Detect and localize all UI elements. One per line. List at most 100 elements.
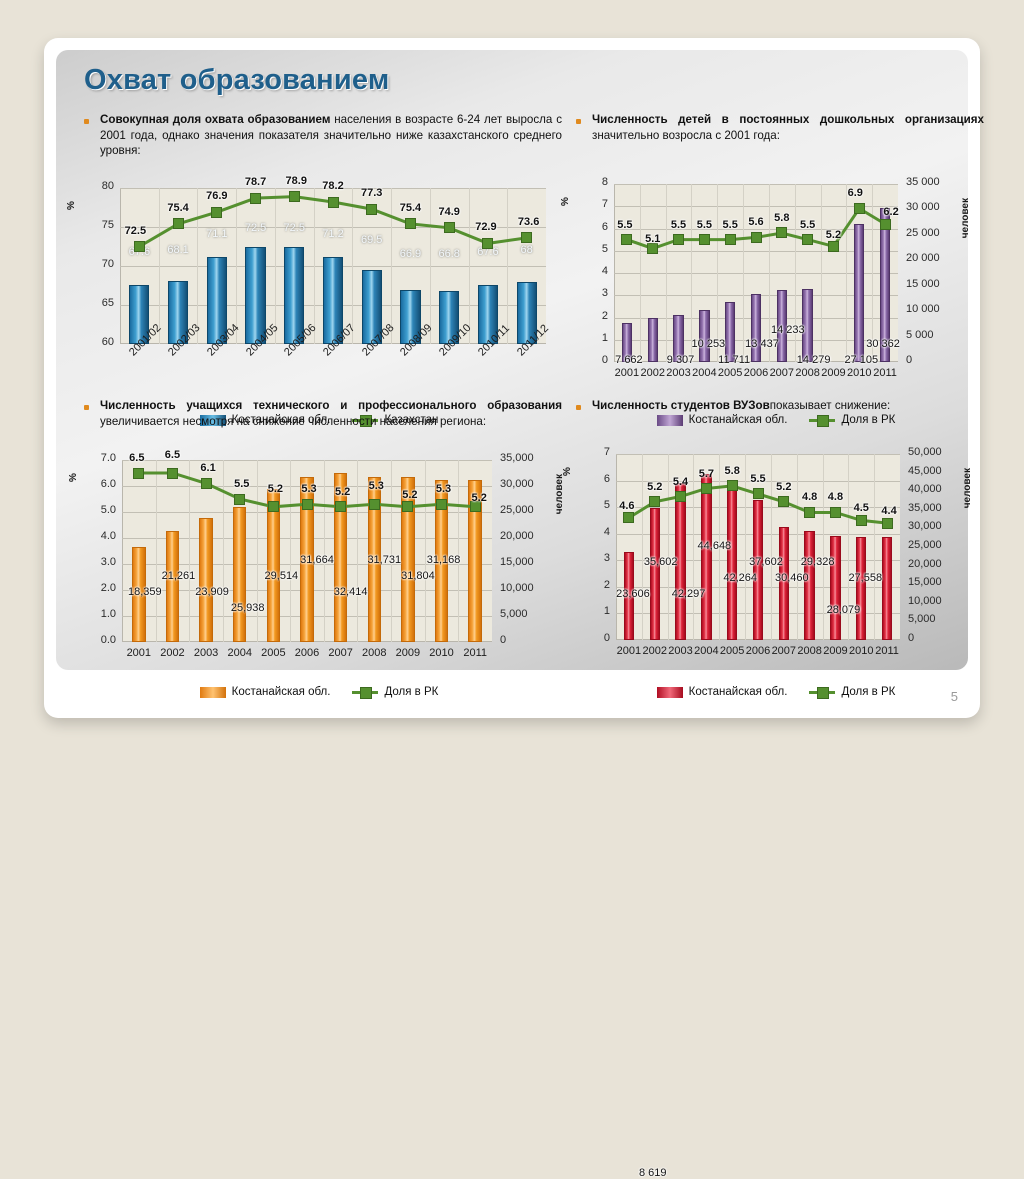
- line-point[interactable]: [404, 218, 416, 230]
- bar[interactable]: [168, 280, 189, 344]
- chart-legend: Костанайская обл. Казахстан: [74, 414, 564, 427]
- line-point[interactable]: [335, 501, 347, 513]
- line-point[interactable]: [133, 241, 145, 252]
- line-point[interactable]: [700, 483, 712, 495]
- bar[interactable]: [477, 284, 498, 344]
- y-axis-right-tick: 5,000: [500, 608, 528, 620]
- bar[interactable]: [439, 290, 460, 344]
- bar[interactable]: [854, 224, 865, 362]
- chart-tvet[interactable]: 0.0 1.0 2.0 3.0 4.0 5.0 6.0 7.0% 0 5,000 10,000 15,…: [68, 446, 565, 702]
- line-point[interactable]: [724, 234, 736, 246]
- line-point[interactable]: [698, 234, 710, 246]
- chart-preschool[interactable]: 0 1 2 3 4 5 6 7 8% 0 5 000 10 000 15 000 20 000 25 000…: [560, 168, 976, 1179]
- line-point[interactable]: [881, 517, 893, 529]
- line-point[interactable]: [829, 506, 841, 518]
- bar[interactable]: [778, 526, 789, 640]
- line-point[interactable]: [436, 498, 448, 510]
- line-point[interactable]: [804, 506, 816, 518]
- legend-item-line[interactable]: Доля в РК: [809, 414, 895, 427]
- bar-value-label: 31,664: [300, 554, 334, 566]
- line-point[interactable]: [267, 501, 279, 513]
- line-point[interactable]: [443, 222, 455, 234]
- line-point[interactable]: [827, 240, 839, 252]
- line-point[interactable]: [855, 514, 867, 526]
- bar[interactable]: [361, 269, 382, 344]
- line-point[interactable]: [469, 501, 481, 513]
- line-point[interactable]: [673, 234, 685, 246]
- line-point[interactable]: [778, 496, 790, 508]
- legend-item-line[interactable]: Казахстан: [352, 414, 438, 427]
- bar[interactable]: [647, 318, 658, 362]
- bar[interactable]: [830, 535, 841, 640]
- line-point[interactable]: [172, 218, 184, 230]
- bar[interactable]: [675, 482, 686, 640]
- bar[interactable]: [322, 256, 344, 344]
- line-point[interactable]: [623, 512, 635, 524]
- line-point[interactable]: [288, 191, 300, 203]
- line-point[interactable]: [234, 493, 246, 505]
- line-point[interactable]: [621, 234, 633, 246]
- line-point[interactable]: [166, 467, 178, 479]
- bar[interactable]: [233, 507, 247, 642]
- legend-item-line[interactable]: Доля в РК: [352, 686, 438, 699]
- line-point[interactable]: [776, 227, 788, 239]
- line-point[interactable]: [301, 498, 313, 510]
- line-point[interactable]: [211, 206, 223, 218]
- bar[interactable]: [400, 290, 421, 344]
- bar[interactable]: [206, 257, 227, 344]
- bar[interactable]: [673, 314, 684, 362]
- legend-item-bar[interactable]: Костанайская обл.: [199, 686, 330, 698]
- line-point[interactable]: [366, 203, 378, 215]
- category-divider: [352, 188, 354, 344]
- line-point[interactable]: [402, 501, 414, 513]
- category-divider: [717, 184, 719, 362]
- line-point[interactable]: [675, 491, 687, 502]
- bar[interactable]: [199, 517, 213, 642]
- line-point[interactable]: [482, 237, 494, 249]
- line-point[interactable]: [853, 202, 865, 214]
- bar[interactable]: [132, 546, 146, 642]
- bar[interactable]: [129, 284, 150, 344]
- bar[interactable]: [804, 530, 815, 640]
- line-value-label: 5.2: [647, 480, 663, 493]
- bar[interactable]: [776, 289, 787, 362]
- bar[interactable]: [699, 309, 710, 362]
- bar[interactable]: [165, 531, 180, 642]
- line-value-label: 5.5: [722, 218, 738, 231]
- bar[interactable]: [881, 537, 893, 640]
- x-axis-tick: 2003: [666, 367, 691, 379]
- bar[interactable]: [725, 302, 736, 362]
- bar[interactable]: [856, 537, 867, 640]
- bar[interactable]: [623, 552, 635, 640]
- legend-item-bar[interactable]: Костанайская обл.: [656, 686, 787, 698]
- line-point[interactable]: [521, 232, 533, 244]
- bar[interactable]: [621, 323, 633, 362]
- chart-university[interactable]: 0 1 2 3 4 5 6 7% 0 5,000 10,000 15,000 20,000 25,000 3…: [562, 436, 976, 702]
- line-point[interactable]: [133, 467, 145, 479]
- line-point[interactable]: [647, 243, 659, 255]
- line-point[interactable]: [879, 218, 891, 230]
- legend-item-bar[interactable]: Костанайская обл.: [199, 414, 330, 426]
- line-point[interactable]: [200, 477, 212, 489]
- line-point[interactable]: [726, 480, 738, 492]
- line-point[interactable]: [649, 496, 661, 508]
- line-point[interactable]: [327, 196, 339, 208]
- bar[interactable]: [727, 482, 738, 640]
- bar[interactable]: [245, 246, 266, 344]
- line-point[interactable]: [368, 498, 380, 510]
- line-point[interactable]: [802, 234, 814, 246]
- bar[interactable]: [333, 473, 348, 642]
- bar[interactable]: [750, 293, 762, 362]
- legend-item-bar[interactable]: Костанайская обл.: [656, 414, 787, 426]
- bar[interactable]: [701, 473, 712, 640]
- bar[interactable]: [802, 289, 813, 362]
- line-point[interactable]: [750, 231, 762, 243]
- legend-item-line[interactable]: Доля в РК: [809, 686, 895, 699]
- bar[interactable]: [752, 500, 764, 640]
- bar[interactable]: [516, 281, 537, 344]
- chart-coverage[interactable]: 60 65 70 75 80% 67.6 68.1 71.1 72.5 72.5 71.2 69.5 6…: [66, 175, 564, 430]
- line-point[interactable]: [752, 488, 764, 500]
- line-point[interactable]: [250, 192, 262, 204]
- category-divider: [468, 188, 470, 344]
- bar[interactable]: [649, 507, 660, 640]
